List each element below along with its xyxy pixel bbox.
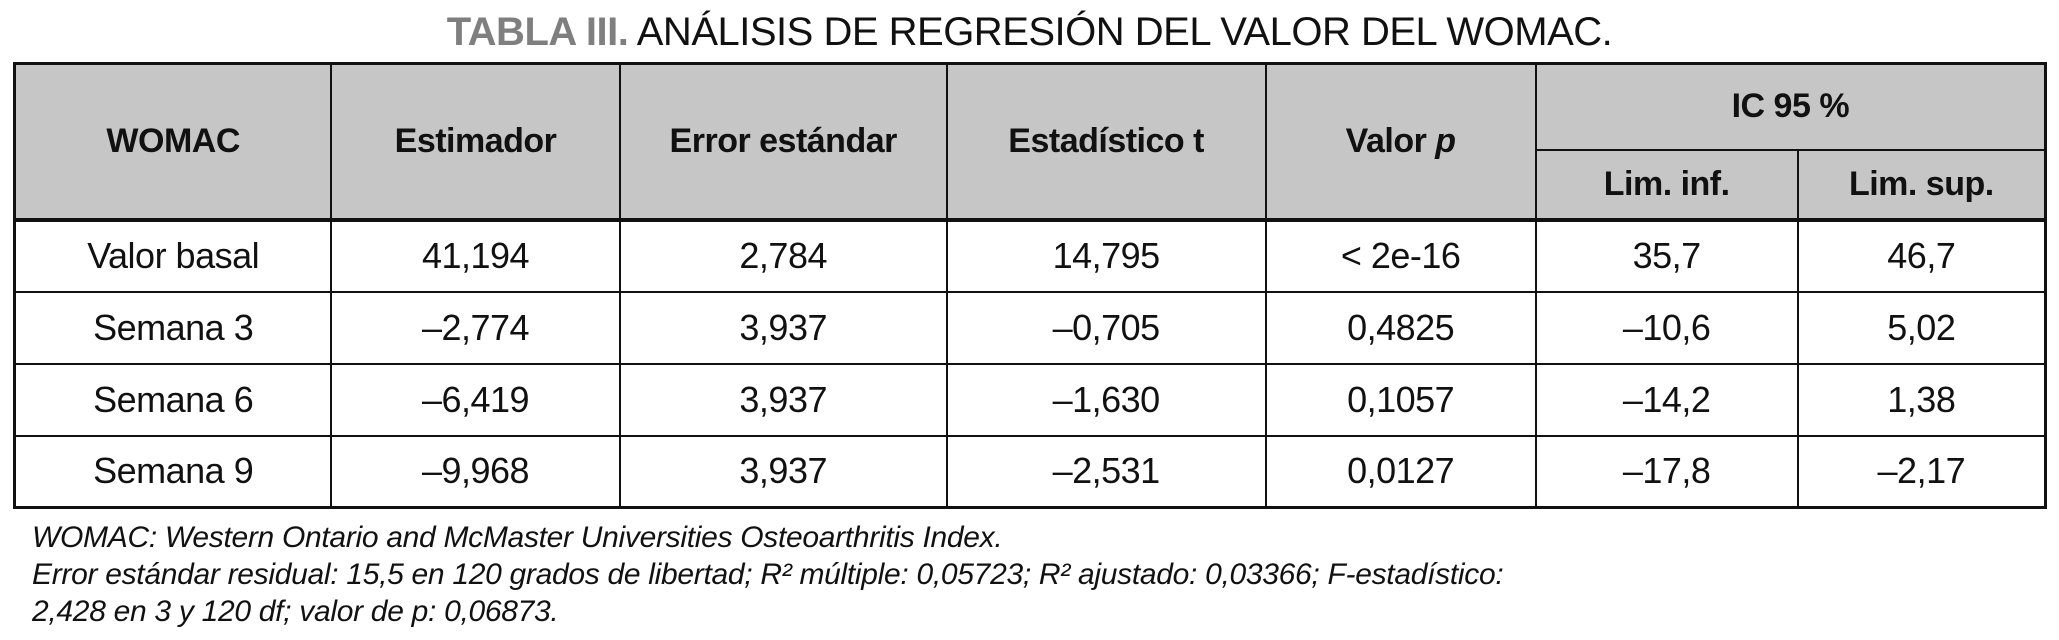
cell-valor-p: 0,0127 bbox=[1264, 434, 1537, 509]
cell-estadistico-t: –0,705 bbox=[945, 290, 1267, 365]
col-header-estimador: Estimador bbox=[330, 62, 621, 222]
valor-p-symbol: p bbox=[1435, 121, 1456, 160]
table-row: Semana 6 –6,419 3,937 –1,630 0,1057 –14,… bbox=[13, 362, 2047, 437]
cell-estimador: –9,968 bbox=[330, 434, 621, 509]
footnote-line: WOMAC: Western Ontario and McMaster Univ… bbox=[32, 521, 1003, 554]
cell-lim-inf: –10,6 bbox=[1534, 290, 1799, 365]
regression-table: WOMAC Estimador Error estándar Estadísti… bbox=[13, 62, 2047, 509]
cell-estadistico-t: –2,531 bbox=[945, 434, 1267, 509]
cell-womac: Semana 3 bbox=[13, 290, 333, 365]
col-header-womac: WOMAC bbox=[13, 62, 333, 222]
footnote-line: 2,428 en 3 y 120 df; valor de p: 0,06873… bbox=[32, 595, 559, 628]
cell-estadistico-t: –1,630 bbox=[945, 362, 1267, 437]
table-row: Semana 3 –2,774 3,937 –0,705 0,4825 –10,… bbox=[13, 290, 2047, 365]
table-header: WOMAC Estimador Error estándar Estadísti… bbox=[13, 62, 2047, 222]
cell-error-estandar: 3,937 bbox=[618, 434, 948, 509]
table-row: Semana 9 –9,968 3,937 –2,531 0,0127 –17,… bbox=[13, 434, 2047, 509]
table-row: Valor basal 41,194 2,784 14,795 < 2e-16 … bbox=[13, 217, 2047, 293]
footnote-line: Error estándar residual: 15,5 en 120 gra… bbox=[32, 558, 1504, 591]
cell-estimador: –6,419 bbox=[330, 362, 621, 437]
col-header-estadistico-t: Estadístico t bbox=[945, 62, 1267, 222]
cell-lim-inf: –17,8 bbox=[1534, 434, 1799, 509]
header-row-sub: Lim. inf. Lim. sup. bbox=[15, 148, 2047, 221]
table-title-text: ANÁLISIS DE REGRESIÓN DEL VALOR DEL WOMA… bbox=[636, 10, 1613, 54]
table-title-label: TABLA III. bbox=[446, 10, 629, 54]
cell-valor-p: 0,4825 bbox=[1264, 290, 1537, 365]
cell-valor-p: 0,1057 bbox=[1264, 362, 1537, 437]
cell-lim-sup: 5,02 bbox=[1796, 290, 2047, 365]
valor-p-prefix: Valor bbox=[1345, 121, 1436, 160]
col-header-valor-p: Valor p bbox=[1264, 62, 1537, 222]
col-header-lim-sup: Lim. sup. bbox=[1796, 148, 2047, 221]
cell-womac: Valor basal bbox=[13, 217, 333, 293]
header-row-main: WOMAC Estimador Error estándar Estadísti… bbox=[13, 62, 2047, 222]
col-header-error-estandar: Error estándar bbox=[618, 62, 948, 222]
cell-estadistico-t: 14,795 bbox=[945, 217, 1267, 293]
cell-error-estandar: 2,784 bbox=[618, 217, 948, 293]
table-body: Valor basal 41,194 2,784 14,795 < 2e-16 … bbox=[13, 217, 2047, 509]
cell-valor-p: < 2e-16 bbox=[1264, 217, 1537, 293]
cell-error-estandar: 3,937 bbox=[618, 290, 948, 365]
cell-error-estandar: 3,937 bbox=[618, 362, 948, 437]
footnotes: WOMAC: Western Ontario and McMaster Univ… bbox=[32, 519, 2059, 630]
cell-womac: Semana 9 bbox=[13, 434, 333, 509]
cell-lim-inf: 35,7 bbox=[1534, 217, 1799, 293]
cell-lim-inf: –14,2 bbox=[1534, 362, 1799, 437]
table-title: TABLA III. ANÁLISIS DE REGRESIÓN DEL VAL… bbox=[0, 8, 2059, 56]
cell-estimador: 41,194 bbox=[330, 217, 621, 293]
cell-lim-sup: –2,17 bbox=[1796, 434, 2047, 509]
col-header-ic95: IC 95 % bbox=[1534, 62, 2047, 151]
cell-lim-sup: 46,7 bbox=[1796, 217, 2047, 293]
cell-lim-sup: 1,38 bbox=[1796, 362, 2047, 437]
col-header-lim-inf: Lim. inf. bbox=[1534, 148, 1799, 221]
cell-estimador: –2,774 bbox=[330, 290, 621, 365]
cell-womac: Semana 6 bbox=[13, 362, 333, 437]
